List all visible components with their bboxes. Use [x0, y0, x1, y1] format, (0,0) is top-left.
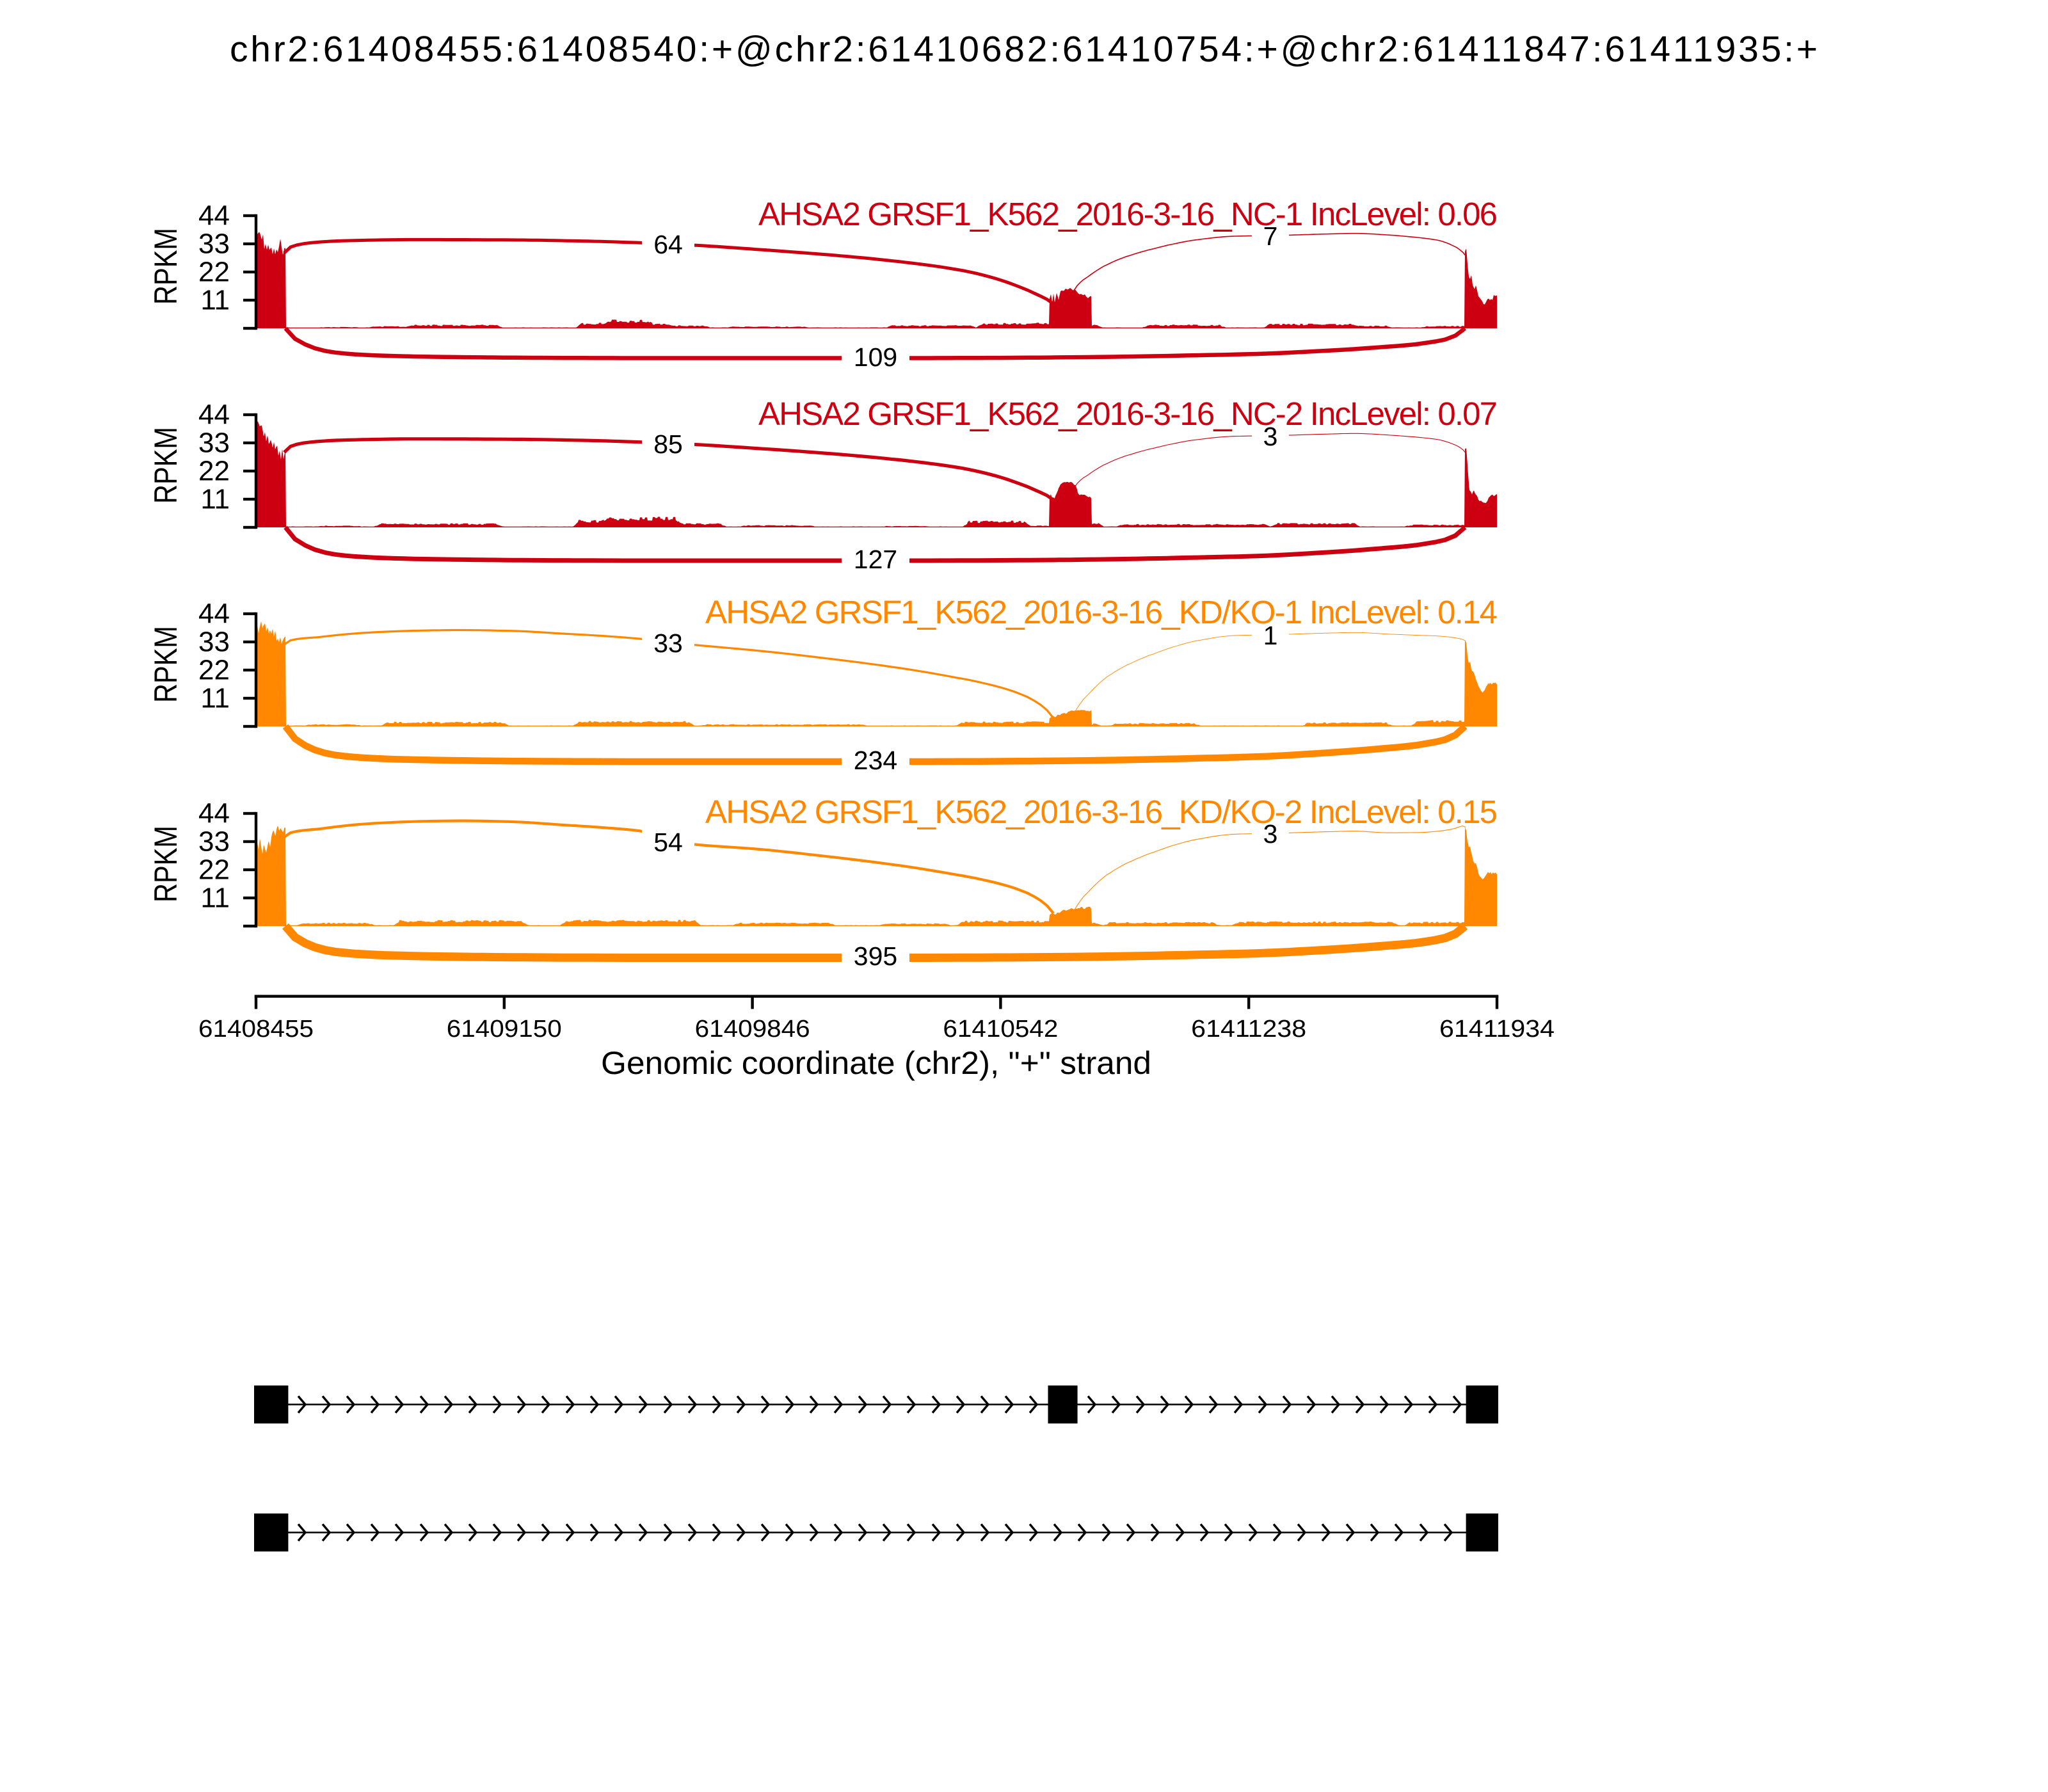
svg-text:127: 127	[854, 545, 897, 574]
svg-text:AHSA2 GRSF1_K562_2016-3-16_KD/: AHSA2 GRSF1_K562_2016-3-16_KD/KO-2 IncLe…	[705, 794, 1498, 830]
svg-text:33: 33	[653, 628, 683, 658]
svg-text:33: 33	[198, 826, 230, 858]
svg-text:61411934: 61411934	[1439, 1016, 1555, 1043]
svg-text:33: 33	[198, 228, 230, 260]
svg-text:11: 11	[200, 883, 230, 914]
svg-text:3: 3	[1263, 819, 1278, 849]
svg-text:85: 85	[653, 429, 683, 459]
svg-text:3: 3	[1263, 422, 1278, 451]
svg-text:RPKM: RPKM	[148, 626, 184, 703]
svg-text:61410542: 61410542	[943, 1016, 1058, 1043]
svg-text:44: 44	[198, 798, 230, 829]
svg-text:64: 64	[653, 230, 683, 259]
svg-text:395: 395	[854, 941, 897, 971]
svg-text:61409846: 61409846	[695, 1016, 810, 1043]
svg-text:109: 109	[854, 342, 897, 372]
svg-text:44: 44	[198, 200, 230, 232]
svg-text:44: 44	[198, 399, 230, 431]
svg-text:44: 44	[198, 598, 230, 630]
svg-text:61409150: 61409150	[447, 1016, 562, 1043]
svg-text:22: 22	[198, 854, 230, 886]
svg-text:7: 7	[1263, 221, 1278, 251]
svg-text:54: 54	[653, 828, 683, 857]
svg-text:61408455: 61408455	[198, 1016, 314, 1043]
svg-text:AHSA2 GRSF1_K562_2016-3-16_KD/: AHSA2 GRSF1_K562_2016-3-16_KD/KO-1 IncLe…	[705, 594, 1498, 630]
svg-text:RPKM: RPKM	[148, 826, 184, 902]
svg-text:234: 234	[854, 746, 897, 775]
svg-text:61411238: 61411238	[1191, 1016, 1306, 1043]
svg-text:22: 22	[198, 456, 230, 487]
svg-text:11: 11	[200, 285, 230, 316]
svg-text:Genomic coordinate (chr2), "+": Genomic coordinate (chr2), "+" strand	[601, 1045, 1151, 1081]
svg-text:11: 11	[200, 683, 230, 714]
svg-text:AHSA2 GRSF1_K562_2016-3-16_NC-: AHSA2 GRSF1_K562_2016-3-16_NC-2 IncLevel…	[758, 396, 1498, 432]
svg-text:RPKM: RPKM	[148, 228, 184, 305]
svg-text:AHSA2 GRSF1_K562_2016-3-16_NC-: AHSA2 GRSF1_K562_2016-3-16_NC-1 IncLevel…	[758, 196, 1498, 232]
svg-text:11: 11	[200, 484, 230, 515]
svg-text:chr2:61408455:61408540:+@chr2:: chr2:61408455:61408540:+@chr2:61410682:6…	[230, 29, 1818, 70]
svg-text:RPKM: RPKM	[148, 427, 184, 504]
svg-text:22: 22	[198, 655, 230, 686]
svg-text:1: 1	[1263, 621, 1278, 650]
svg-text:22: 22	[198, 257, 230, 288]
svg-text:33: 33	[198, 627, 230, 658]
svg-text:33: 33	[198, 428, 230, 459]
